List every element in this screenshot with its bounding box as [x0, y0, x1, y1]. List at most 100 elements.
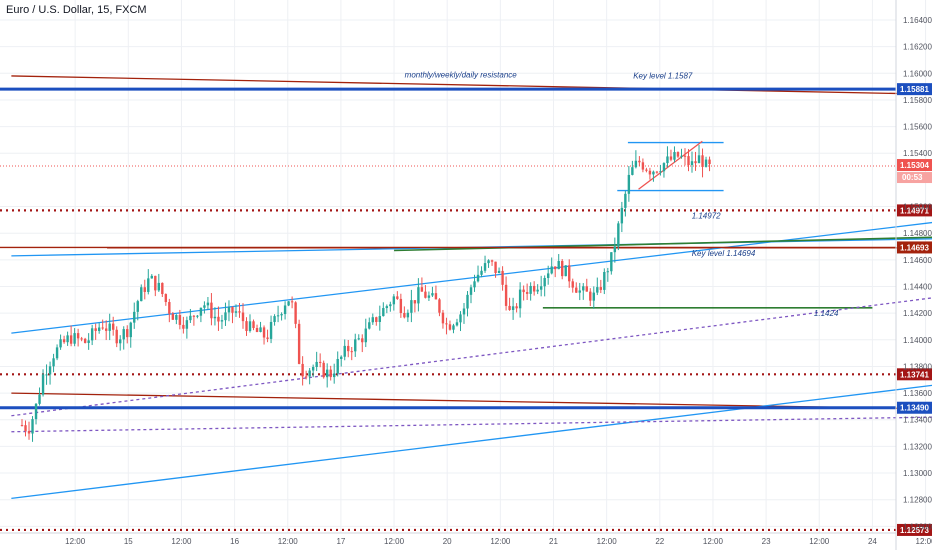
candle-body	[582, 286, 585, 291]
candle-body	[673, 152, 676, 160]
candle-body	[354, 339, 357, 352]
candle-body	[532, 285, 536, 292]
candle-body	[592, 292, 595, 301]
candle-body	[571, 281, 574, 288]
candle-body	[473, 281, 476, 288]
candle-body	[361, 338, 364, 343]
candle-body	[262, 327, 266, 338]
candle-body	[55, 347, 59, 359]
candle-body	[199, 307, 203, 316]
candle-body	[59, 339, 62, 348]
candle-body	[529, 285, 532, 294]
price-tick-label: 1.12600	[903, 522, 932, 531]
candle-body	[150, 275, 153, 279]
price-tick-label: 1.16400	[903, 16, 932, 25]
candle-body	[659, 171, 662, 173]
time-tick-label: 12:00	[703, 537, 724, 546]
candle-body	[389, 304, 392, 307]
candle-body	[382, 308, 385, 317]
candle-body	[480, 270, 483, 275]
candle-body	[462, 308, 466, 315]
candle-body	[164, 294, 168, 303]
candle-body	[80, 338, 83, 340]
candle-body	[294, 302, 297, 324]
candle-body	[494, 261, 497, 273]
candle-body	[129, 322, 132, 338]
candle-body	[245, 321, 248, 331]
price-level-label: 1.13741	[900, 370, 929, 379]
candle-body	[34, 403, 38, 420]
candle-body	[536, 289, 539, 292]
candle-body	[634, 160, 638, 168]
candle-body	[606, 271, 610, 273]
price-tick-label: 1.13800	[903, 362, 932, 371]
candle-body	[136, 301, 139, 312]
candle-body	[157, 282, 161, 291]
trendline	[11, 384, 932, 500]
candle-body	[620, 207, 624, 224]
candle-body	[403, 313, 406, 318]
candles	[20, 144, 711, 442]
candle-body	[301, 363, 304, 377]
candle-body	[343, 345, 346, 357]
candle-body	[469, 287, 473, 295]
candle-body	[448, 324, 452, 330]
price-tick-label: 1.16200	[903, 43, 932, 52]
candle-body	[276, 315, 280, 317]
candle-body	[104, 328, 108, 331]
trendline	[638, 140, 703, 190]
price-level-badge	[897, 241, 932, 254]
candle-body	[561, 261, 564, 277]
candle-body	[427, 295, 431, 298]
candle-body	[287, 301, 290, 306]
candle-body	[297, 323, 301, 364]
candle-body	[283, 305, 287, 315]
candle-body	[550, 266, 553, 274]
candle-body	[515, 306, 518, 309]
candle-body	[62, 339, 66, 343]
candle-body	[192, 315, 196, 317]
candle-body	[438, 299, 441, 313]
candle-body	[189, 315, 192, 321]
price-tick-label: 1.15000	[903, 203, 932, 212]
candle-body	[575, 287, 578, 293]
candle-body	[238, 311, 241, 313]
price-tick-label: 1.14800	[903, 229, 932, 238]
candle-body	[20, 425, 24, 427]
candle-body	[455, 322, 459, 326]
candle-body	[273, 316, 276, 322]
candle-body	[318, 361, 322, 363]
candle-body	[680, 155, 683, 157]
candle-body	[613, 246, 617, 253]
candle-body	[445, 323, 448, 325]
candle-body	[624, 193, 627, 208]
candle-body	[340, 356, 343, 359]
candle-body	[690, 161, 694, 166]
candle-body	[617, 223, 620, 247]
time-tick-label: 17	[336, 537, 345, 546]
candle-body	[133, 311, 136, 323]
time-tick-label: 12:00	[916, 537, 932, 546]
candle-body	[220, 320, 224, 322]
candle-body	[490, 260, 494, 262]
candle-body	[241, 312, 245, 322]
horizontal-levels: 1.15881 1.14971 1.14693 1.13741 1.13490 1.125…	[0, 83, 932, 536]
candle-body	[420, 287, 424, 292]
candle-body	[315, 361, 318, 368]
candle-body	[227, 307, 231, 313]
candle-body	[347, 345, 350, 352]
chart-annotation: Key level 1.1587	[633, 72, 693, 81]
price-tick-label: 1.14000	[903, 336, 932, 345]
candle-body	[210, 302, 213, 319]
candle-body	[52, 358, 55, 367]
price-level-badge	[897, 401, 932, 414]
candle-body	[627, 174, 631, 194]
candle-body	[304, 376, 308, 378]
candle-body	[311, 367, 315, 371]
candle-body	[589, 291, 592, 301]
candle-body	[694, 161, 697, 164]
candle-body	[38, 394, 41, 404]
price-tick-label: 1.14600	[903, 256, 932, 265]
candle-body	[522, 289, 525, 293]
